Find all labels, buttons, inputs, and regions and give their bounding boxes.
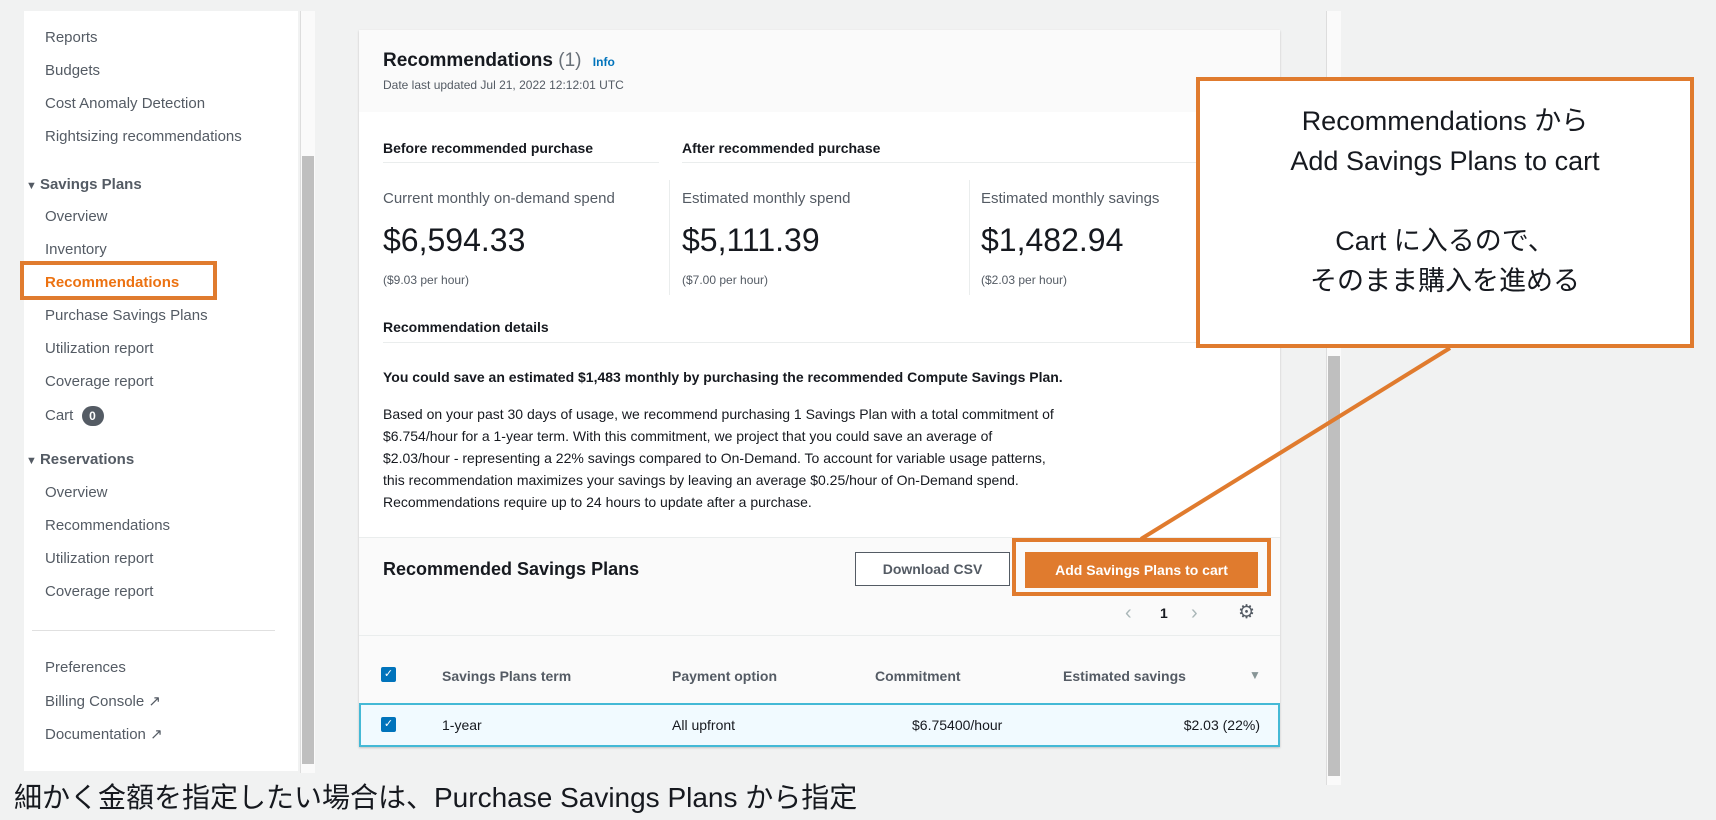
cell-commitment: $6.75400/hour <box>912 717 1003 733</box>
divider <box>383 342 1263 343</box>
recommendations-panel: Recommendations (1) Info Date last updat… <box>359 30 1280 747</box>
callout-line: Cart に入るので、 <box>1335 226 1555 256</box>
nav-sp-utilization[interactable]: Utilization report <box>45 340 154 357</box>
table-row[interactable]: ✓ 1-year All upfront $6.75400/hour $2.03… <box>359 703 1280 747</box>
divider <box>682 162 1262 163</box>
divider <box>359 635 1280 636</box>
savings-headline: You could save an estimated $1,483 month… <box>383 369 1063 385</box>
col-term[interactable]: Savings Plans term <box>442 668 572 684</box>
nav-cost-anomaly[interactable]: Cost Anomaly Detection <box>45 95 206 112</box>
nav-sp-overview[interactable]: Overview <box>45 208 108 225</box>
gear-icon[interactable]: ⚙ <box>1238 602 1256 623</box>
page-number[interactable]: 1 <box>1160 605 1168 621</box>
external-link-icon: ↗ <box>150 726 163 743</box>
divider <box>669 180 670 295</box>
nav-sp-inventory[interactable]: Inventory <box>45 241 107 258</box>
before-label: Before recommended purchase <box>383 140 594 156</box>
metric-hourly: ($2.03 per hour) <box>981 273 1068 287</box>
documentation-label: Documentation <box>45 726 146 743</box>
scrollbar-thumb[interactable] <box>1328 356 1340 776</box>
nav-sp-recommendations[interactable]: Recommendations <box>45 274 180 291</box>
billing-console-label: Billing Console <box>45 693 145 710</box>
cell-savings: $2.03 (22%) <box>1183 717 1260 733</box>
cart-count-badge: 0 <box>81 406 104 426</box>
sidebar: Reports Budgets Cost Anomaly Detection R… <box>20 11 298 771</box>
nav-documentation[interactable]: Documentation ↗ <box>45 725 163 743</box>
col-payment[interactable]: Payment option <box>672 668 778 684</box>
metric-value: $6,594.33 <box>383 222 526 258</box>
annotation-callout: Recommendations から Add Savings Plans to … <box>1196 77 1694 348</box>
select-all-checkbox[interactable]: ✓ <box>381 667 396 682</box>
next-page-icon[interactable]: › <box>1191 602 1198 624</box>
metric-value: $1,482.94 <box>981 222 1124 258</box>
nav-billing-console[interactable]: Billing Console ↗ <box>45 692 161 710</box>
nav-budgets[interactable]: Budgets <box>45 62 101 79</box>
nav-sp-coverage[interactable]: Coverage report <box>45 373 154 390</box>
highlight-box <box>1012 538 1271 596</box>
recommendation-paragraph: Based on your past 30 days of usage, we … <box>383 406 1054 510</box>
info-link[interactable]: Info <box>592 55 615 69</box>
divider <box>32 630 275 631</box>
section-reservations[interactable]: Reservations <box>26 451 134 468</box>
cell-term: 1-year <box>442 717 482 733</box>
callout-line: Recommendations から <box>1301 106 1589 136</box>
page-title: Recommendations (1) Info <box>383 50 615 71</box>
scrollbar-thumb[interactable] <box>302 156 314 764</box>
divider <box>969 180 970 295</box>
sort-down-icon[interactable]: ▼ <box>1249 668 1261 682</box>
after-label: After recommended purchase <box>682 140 881 156</box>
nav-ri-overview[interactable]: Overview <box>45 484 108 501</box>
metric-label: Current monthly on-demand spend <box>383 190 615 207</box>
nav-reports[interactable]: Reports <box>45 29 98 46</box>
metric-hourly: ($9.03 per hour) <box>383 273 470 287</box>
panel-header <box>359 30 1280 112</box>
download-csv-button[interactable]: Download CSV <box>855 552 1010 586</box>
callout-line: Add Savings Plans to cart <box>1290 146 1600 176</box>
nav-preferences[interactable]: Preferences <box>45 659 126 676</box>
col-estimated-savings[interactable]: Estimated savings <box>1063 668 1186 684</box>
row-checkbox[interactable]: ✓ <box>381 717 396 732</box>
nav-rightsizing[interactable]: Rightsizing recommendations <box>45 128 242 145</box>
details-label: Recommendation details <box>383 319 549 335</box>
sidebar-scrollbar[interactable] <box>300 11 315 773</box>
nav-ri-coverage[interactable]: Coverage report <box>45 583 154 600</box>
add-to-cart-button[interactable]: Add Savings Plans to cart <box>1025 552 1258 588</box>
cell-payment: All upfront <box>672 717 736 733</box>
caption: 細かく金額を指定したい場合は、Purchase Savings Plans から… <box>14 782 858 813</box>
nav-ri-recommendations[interactable]: Recommendations <box>45 517 171 534</box>
last-updated: Date last updated Jul 21, 2022 12:12:01 … <box>383 78 624 92</box>
nav-cart[interactable]: Cart 0 <box>45 406 104 426</box>
metric-label: Estimated monthly savings <box>981 190 1160 207</box>
highlight-box <box>20 261 217 300</box>
prev-page-icon[interactable]: ‹ <box>1125 602 1132 624</box>
cart-label: Cart <box>45 407 74 424</box>
divider <box>383 162 659 163</box>
callout-line: そのまま購入を進める <box>1310 266 1580 296</box>
col-commitment[interactable]: Commitment <box>875 668 961 684</box>
nav-purchase-sp[interactable]: Purchase Savings Plans <box>45 307 208 324</box>
external-link-icon: ↗ <box>148 693 161 710</box>
metric-value: $5,111.39 <box>682 222 820 258</box>
nav-ri-utilization[interactable]: Utilization report <box>45 550 154 567</box>
section-savings-plans[interactable]: Savings Plans <box>26 176 142 193</box>
metric-label: Estimated monthly spend <box>682 190 851 207</box>
table-title: Recommended Savings Plans <box>383 559 640 579</box>
metric-hourly: ($7.00 per hour) <box>682 273 769 287</box>
